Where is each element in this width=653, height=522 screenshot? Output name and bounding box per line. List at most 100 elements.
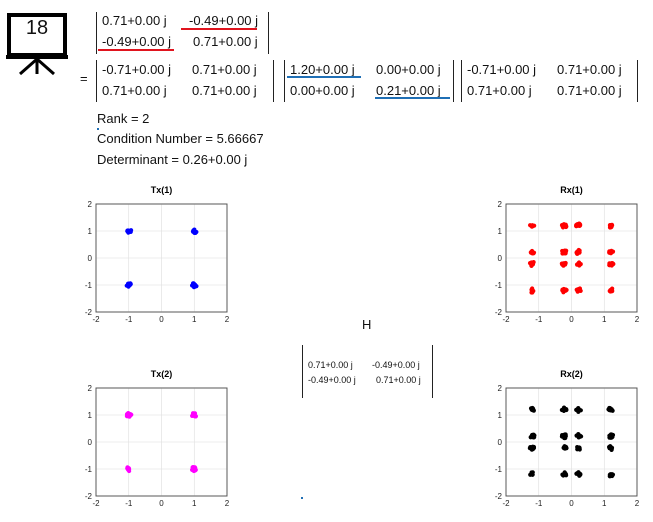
scatter-point <box>562 432 567 437</box>
scatter-point-cluster <box>125 228 134 235</box>
x-tick-label: 2 <box>225 499 230 508</box>
scatter-point-cluster <box>559 405 569 414</box>
underline-red <box>98 49 174 51</box>
s-matrix: 1.20+0.00 j 0.00+0.00 j 0.00+0.00 j 0.21… <box>290 59 452 101</box>
scatter-point-cluster <box>606 405 615 413</box>
scatter-point-cluster <box>560 248 569 256</box>
matrix-cell: 0.21+0.00 j <box>376 83 441 98</box>
scatter-point <box>608 261 613 266</box>
scatter-point <box>560 262 565 267</box>
scatter-point <box>190 281 196 286</box>
scatter-point-cluster <box>607 248 616 256</box>
scatter-point-cluster <box>527 444 537 452</box>
scatter-point-cluster <box>607 432 616 440</box>
scatter-point-cluster <box>574 260 583 268</box>
scatter-point <box>126 283 131 288</box>
x-tick-label: 1 <box>192 499 197 508</box>
y-tick-label: -2 <box>85 492 93 501</box>
scatter-point-cluster <box>574 406 583 414</box>
matrix-cell: 0.71+0.00 j <box>376 375 421 385</box>
scatter-point <box>607 250 612 255</box>
scatter-point-cluster <box>125 465 132 474</box>
x-tick-label: -1 <box>125 499 133 508</box>
scatter-point <box>528 261 533 267</box>
y-tick-label: 1 <box>498 227 503 236</box>
scatter-point <box>530 251 535 256</box>
x-tick-label: 0 <box>569 315 574 324</box>
scatter-point <box>562 406 567 411</box>
channel-label: H <box>362 317 372 332</box>
scatter-point <box>192 467 197 472</box>
scatter-point-cluster <box>528 432 537 440</box>
underline-red <box>181 28 257 30</box>
scatter-point-cluster <box>527 223 537 229</box>
scatter-point-cluster <box>574 286 583 294</box>
matrix-cell: 0.71+0.00 j <box>193 34 258 49</box>
matrix-bracket-left <box>96 12 97 54</box>
scatter-point-cluster <box>190 411 198 419</box>
plot-frame <box>505 203 638 313</box>
scatter-point <box>532 223 537 228</box>
matrix-cell: 0.00+0.00 j <box>290 83 355 98</box>
scatter-point-cluster <box>561 444 569 451</box>
scatter-point-cluster <box>574 431 584 440</box>
scatter-point-cluster <box>607 472 616 479</box>
y-tick-label: 1 <box>88 227 93 236</box>
y-tick-label: 2 <box>88 384 93 393</box>
x-tick-label: -1 <box>535 499 543 508</box>
scatter-point-cluster <box>124 281 133 289</box>
scatter-point-cluster <box>527 259 536 269</box>
scatter-point-cluster <box>574 247 582 256</box>
slide-number: 18 <box>25 17 49 39</box>
matrix-cell: 0.71+0.00 j <box>192 83 257 98</box>
matrix-bracket-left <box>284 60 285 102</box>
scatter-point-cluster <box>560 470 569 478</box>
y-tick-label: 2 <box>498 200 503 209</box>
x-tick-label: 1 <box>192 315 197 324</box>
scatter-plot-rx2: Rx(2) -2 -1 0 1 2 -2 -1 0 1 2 <box>495 369 640 508</box>
scatter-point <box>577 223 582 228</box>
matrix-cell: -0.71+0.00 j <box>467 62 537 77</box>
scatter-point-cluster <box>124 411 134 419</box>
channel-matrix: 0.71+0.00 j -0.49+0.00 j -0.49+0.00 j 0.… <box>308 358 432 388</box>
equals-sign: = <box>80 71 88 86</box>
matrix-bracket-right <box>637 60 638 102</box>
scatter-point-cluster <box>560 286 569 295</box>
scatter-point <box>191 228 197 234</box>
u-matrix: -0.71+0.00 j 0.71+0.00 j 0.71+0.00 j 0.7… <box>102 59 272 101</box>
scatter-point-cluster <box>607 444 615 453</box>
rank-text: Rank = 2 <box>97 111 150 126</box>
x-tick-label: 0 <box>159 315 164 324</box>
scatter-point-cluster <box>529 286 536 295</box>
scatter-point <box>609 287 615 292</box>
matrix-cell: 0.71+0.00 j <box>102 83 167 98</box>
x-tick-label: -2 <box>92 315 100 324</box>
scatter-point <box>607 405 612 411</box>
plot-frame <box>95 387 228 497</box>
matrix-cell: -0.49+0.00 j <box>102 34 172 49</box>
scatter-point-cluster <box>559 432 568 441</box>
x-tick-label: 2 <box>635 315 640 324</box>
scatter-point <box>607 446 612 451</box>
matrix-cell: 0.71+0.00 j <box>467 83 532 98</box>
scatter-point-cluster <box>528 470 535 477</box>
y-tick-label: -1 <box>495 465 503 474</box>
scatter-point <box>609 223 614 228</box>
scatter-point-cluster <box>607 222 615 230</box>
determinant-text: Determinant = 0.26+0.00 j <box>97 152 248 167</box>
y-tick-label: 0 <box>88 438 93 447</box>
scatter-point <box>126 413 131 418</box>
matrix-cell: -0.49+0.00 j <box>189 13 259 28</box>
scatter-point-cluster <box>559 222 569 230</box>
scatter-point <box>576 288 581 293</box>
x-tick-label: 1 <box>602 499 607 508</box>
matrix-cell: -0.49+0.00 j <box>372 360 420 370</box>
scatter-point <box>192 284 197 289</box>
scatter-point <box>561 290 566 295</box>
x-tick-label: 2 <box>635 499 640 508</box>
scatter-point <box>531 288 536 294</box>
scatter-point <box>564 445 569 450</box>
presentation-board-icon[interactable] <box>6 4 70 76</box>
scatter-point <box>563 472 569 477</box>
scatter-point-cluster <box>190 227 199 236</box>
